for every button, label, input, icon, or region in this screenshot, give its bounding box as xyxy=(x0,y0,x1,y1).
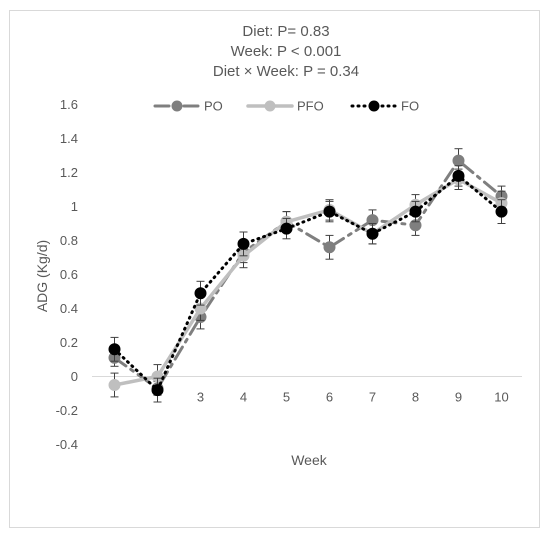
y-tick-label: -0.4 xyxy=(56,437,78,452)
data-point xyxy=(323,241,336,254)
series-line-pfo xyxy=(112,177,504,387)
x-tick-label: 4 xyxy=(240,390,247,405)
y-tick-label: 0 xyxy=(71,369,78,384)
y-tick-label: 1.4 xyxy=(60,131,78,146)
x-tick-label: 9 xyxy=(455,390,462,405)
x-tick-label: 3 xyxy=(197,390,204,405)
data-point xyxy=(323,205,336,218)
subtitle-week: Week: P < 0.001 xyxy=(231,43,342,60)
legend-label: PO xyxy=(204,99,223,114)
legend-marker xyxy=(368,100,380,112)
legend-item-po: PO xyxy=(153,99,223,114)
legend-marker xyxy=(264,100,276,112)
data-point xyxy=(151,384,164,397)
chart-frame xyxy=(9,10,540,528)
legend-label: FO xyxy=(401,99,419,114)
legend-item-pfo: PFO xyxy=(246,99,324,114)
x-tick-label: 6 xyxy=(326,390,333,405)
data-point xyxy=(452,154,465,167)
y-tick-label: 1.2 xyxy=(60,165,78,180)
y-tick-label: 0.2 xyxy=(60,335,78,350)
y-tick-label: 0.8 xyxy=(60,233,78,248)
y-tick-label: 0.4 xyxy=(60,301,78,316)
x-axis-ticks: 3 4 5 6 7 8 9 10 xyxy=(197,390,509,405)
data-point xyxy=(280,222,293,235)
data-point xyxy=(495,205,508,218)
data-point xyxy=(108,343,121,356)
x-tick-label: 10 xyxy=(494,390,508,405)
x-tick-label: 5 xyxy=(283,390,290,405)
x-tick-label: 8 xyxy=(412,390,419,405)
y-tick-label: 1.6 xyxy=(60,97,78,112)
data-point xyxy=(237,237,250,250)
y-tick-label: 0.6 xyxy=(60,267,78,282)
legend: PO PFO FO xyxy=(153,99,419,114)
data-point xyxy=(194,287,207,300)
data-point xyxy=(108,379,121,391)
subtitle-interaction: Diet × Week: P = 0.34 xyxy=(213,63,359,80)
series-layer xyxy=(108,148,508,403)
legend-label: PFO xyxy=(297,99,324,114)
data-point xyxy=(366,227,379,240)
legend-marker xyxy=(171,100,183,112)
x-tick-label: 7 xyxy=(369,390,376,405)
data-point xyxy=(452,169,465,182)
data-point xyxy=(409,205,422,218)
y-axis-title: ADG (Kg/d) xyxy=(34,240,50,312)
subtitle-diet: Diet: P= 0.83 xyxy=(242,23,329,40)
x-axis-title: Week xyxy=(291,452,328,468)
y-axis-ticks: 1.6 1.4 1.2 1 0.8 0.6 0.4 0.2 0 -0.2 -0.4 xyxy=(56,97,78,452)
y-tick-label: -0.2 xyxy=(56,403,78,418)
y-tick-label: 1 xyxy=(71,199,78,214)
legend-item-fo: FO xyxy=(350,99,419,114)
series-line-fo xyxy=(113,174,503,392)
series-fo xyxy=(108,165,508,403)
